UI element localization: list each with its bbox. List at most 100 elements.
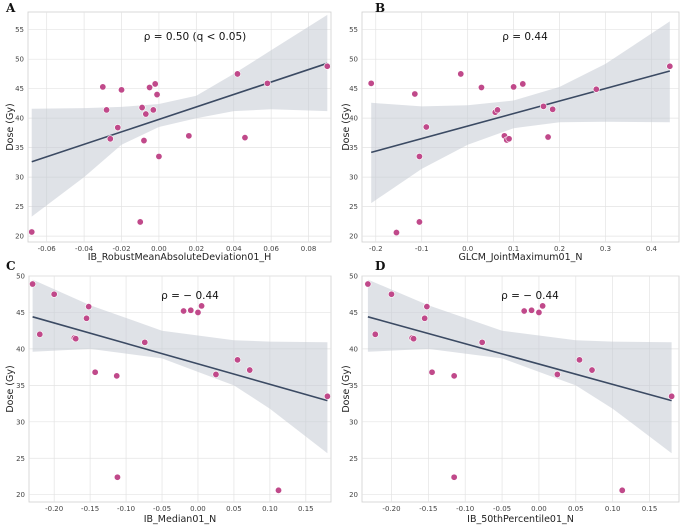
data-point — [234, 356, 242, 364]
correlation-annotation: ρ = 0.44 — [502, 31, 548, 43]
x-tick-label: 0.00 — [190, 505, 206, 513]
data-point — [136, 218, 144, 226]
y-tick-label: 35 — [15, 144, 24, 152]
regression-line — [31, 62, 328, 163]
data-point — [666, 62, 674, 70]
confidence-band — [31, 14, 328, 217]
data-point — [113, 372, 121, 380]
data-point — [263, 79, 271, 87]
x-tick-label: -0.02 — [112, 245, 130, 253]
data-point — [553, 370, 561, 378]
panel-letter: C — [6, 259, 16, 273]
data-point — [99, 83, 107, 91]
data-point — [371, 330, 379, 338]
y-tick-label: 35 — [349, 144, 358, 152]
x-tick-label: -0.20 — [45, 505, 63, 513]
x-tick-label: 0.10 — [262, 505, 278, 513]
y-tick-label: 45 — [15, 85, 24, 93]
data-point — [423, 303, 431, 311]
data-point — [323, 62, 331, 70]
data-point — [142, 110, 150, 118]
data-point — [505, 135, 513, 143]
y-axis-label: Dose (Gy) — [5, 365, 16, 412]
y-tick-label: 35 — [349, 382, 358, 390]
data-point — [422, 123, 430, 131]
x-tick-label: 0.00 — [151, 245, 167, 253]
data-point — [275, 486, 283, 494]
data-point — [415, 218, 423, 226]
data-point — [535, 308, 543, 316]
x-tick-label: 0.05 — [226, 505, 242, 513]
data-point — [478, 338, 486, 346]
x-tick-label: 0.04 — [226, 245, 242, 253]
y-tick-label: 50 — [349, 273, 358, 281]
y-tick-label: 40 — [349, 115, 358, 123]
y-tick-label: 50 — [15, 56, 24, 64]
x-axis-label: IB_RobustMeanAbsoluteDeviation01_H — [88, 252, 272, 263]
y-tick-label: 55 — [349, 26, 358, 34]
y-tick-label: 40 — [16, 345, 25, 353]
data-point — [36, 330, 44, 338]
y-tick-label: 20 — [16, 491, 25, 499]
data-point — [528, 306, 536, 314]
x-tick-label: 0.08 — [301, 245, 317, 253]
data-point — [151, 80, 159, 88]
panel-letter: D — [375, 259, 385, 273]
data-point — [180, 307, 188, 315]
data-point — [246, 366, 254, 374]
data-point — [153, 91, 161, 99]
y-tick-label: 40 — [15, 115, 24, 123]
x-tick-label: 0.15 — [298, 505, 314, 513]
data-point — [118, 86, 126, 94]
y-tick-label: 35 — [16, 382, 25, 390]
panel-letter: A — [5, 1, 16, 15]
data-point — [103, 106, 111, 114]
data-point — [149, 106, 157, 114]
data-point — [519, 80, 527, 88]
data-point — [241, 134, 249, 142]
x-tick-label: 0.15 — [642, 505, 658, 513]
data-point — [106, 135, 114, 143]
x-tick-label: -0.05 — [493, 505, 511, 513]
data-point — [155, 152, 163, 160]
x-tick-label: -0.2 — [369, 245, 383, 253]
x-tick-label: 0.02 — [189, 245, 205, 253]
x-axis-label: IB_Median01_N — [144, 514, 217, 525]
data-point — [392, 229, 400, 237]
y-tick-label: 50 — [349, 56, 358, 64]
y-tick-label: 30 — [349, 174, 358, 182]
data-point — [421, 314, 429, 322]
regression-line — [367, 316, 672, 402]
confidence-band — [367, 279, 672, 454]
data-point — [72, 335, 80, 343]
x-tick-label: -0.15 — [81, 505, 99, 513]
panel-a: -0.06 -0.04 -0.02 0.00 0.02 0.04 0.06 0.08 20 25 3… — [5, 1, 332, 263]
x-tick-label: -0.15 — [419, 505, 437, 513]
data-point — [114, 124, 122, 132]
data-point — [544, 133, 552, 141]
data-point — [140, 137, 148, 145]
data-point — [539, 102, 547, 110]
data-point — [83, 314, 91, 322]
data-point — [141, 338, 149, 346]
data-point — [212, 370, 220, 378]
data-point — [85, 303, 93, 311]
y-axis-label: Dose (Gy) — [341, 103, 352, 150]
x-tick-label: -0.20 — [382, 505, 400, 513]
y-tick-label: 45 — [349, 85, 358, 93]
y-tick-label: 20 — [349, 491, 358, 499]
data-point — [494, 106, 502, 114]
x-tick-label: 0.00 — [531, 505, 547, 513]
correlation-annotation: ρ = 0.50 (q < 0.05) — [144, 31, 247, 43]
data-point — [28, 228, 36, 236]
data-point — [233, 70, 241, 78]
panel-letter: B — [375, 1, 385, 15]
data-point — [618, 486, 626, 494]
y-tick-label: 20 — [349, 233, 358, 241]
data-point — [146, 83, 154, 91]
data-point — [477, 83, 485, 91]
y-axis-label: Dose (Gy) — [5, 103, 16, 150]
y-tick-label: 45 — [349, 309, 358, 317]
x-tick-label: -0.04 — [75, 245, 94, 253]
